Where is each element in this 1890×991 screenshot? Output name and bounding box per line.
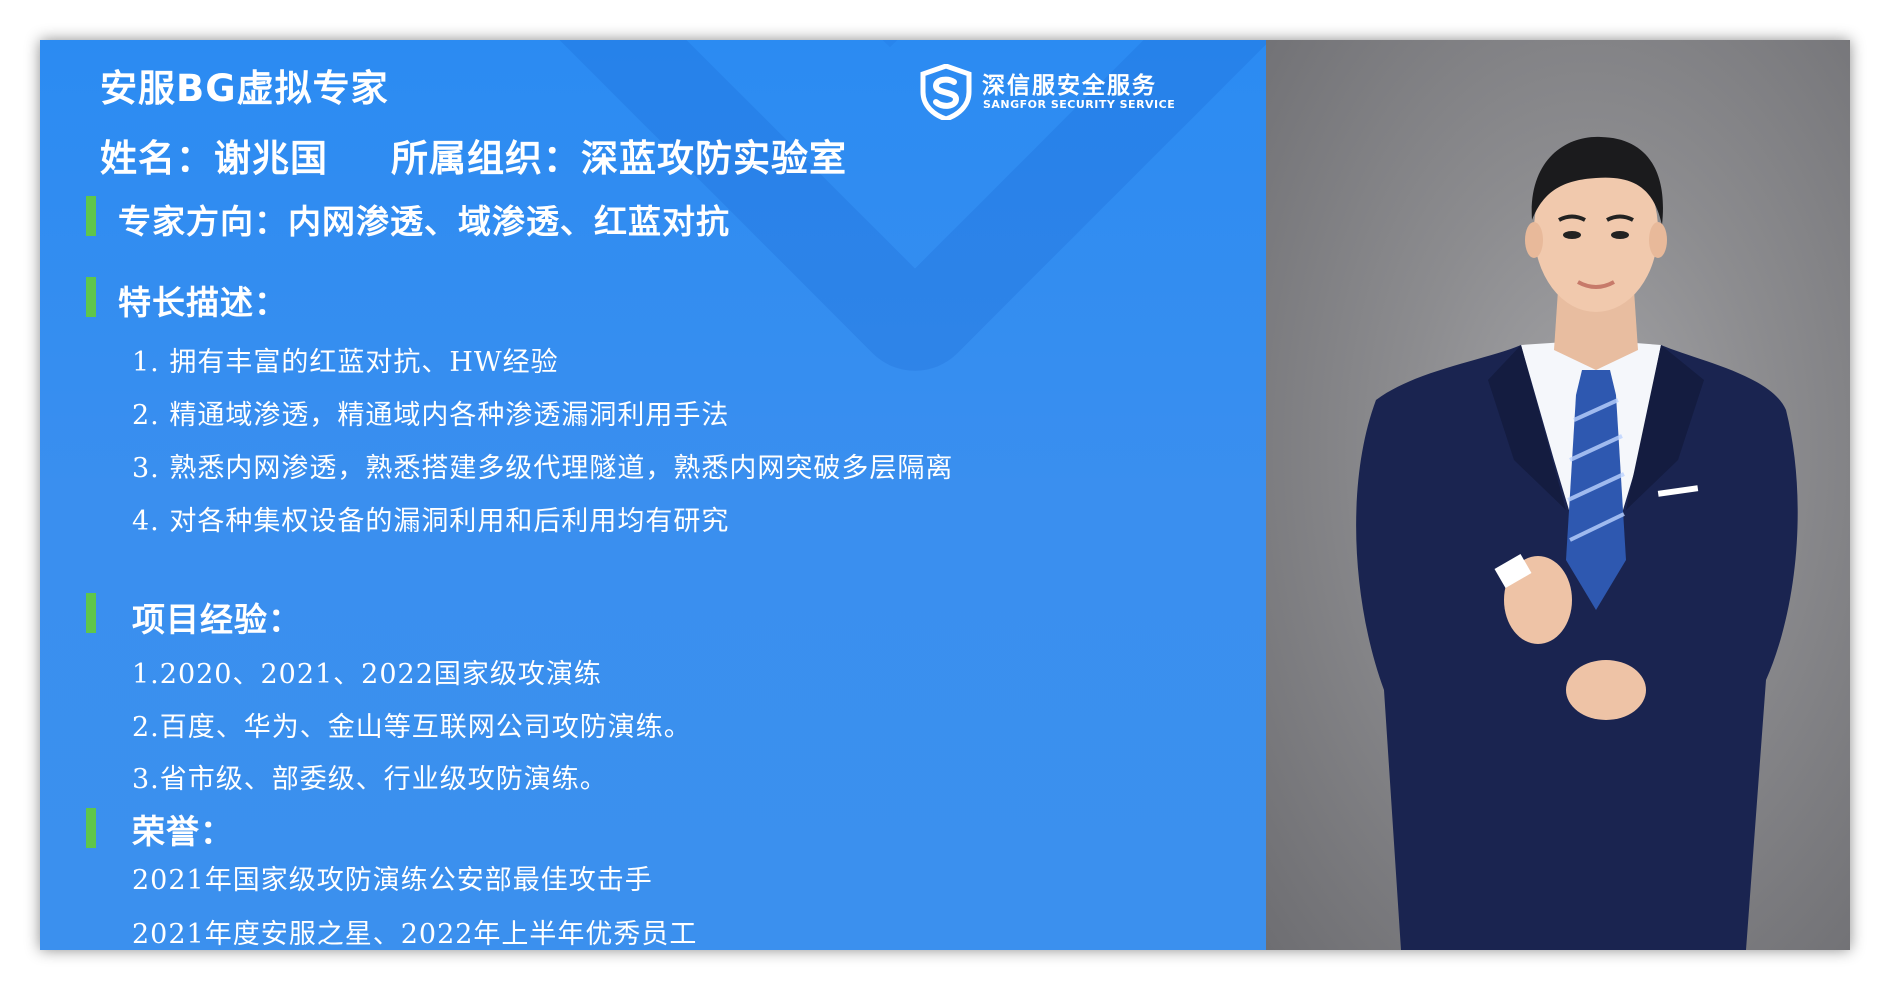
honor-item: 2021年度安服之星、2022年上半年优秀员工 bbox=[132, 919, 698, 950]
expert-name: 姓名：谢兆国 bbox=[100, 137, 328, 180]
projects-heading: 项目经验： bbox=[132, 600, 302, 639]
project-item: 3.省市级、部委级、行业级攻防演练。 bbox=[132, 764, 608, 795]
section-marker bbox=[86, 593, 96, 633]
expert-organization: 所属组织：深蓝攻防实验室 bbox=[391, 137, 847, 180]
section-marker bbox=[86, 808, 96, 848]
expert-photo bbox=[1266, 40, 1850, 950]
strength-item: 3. 熟悉内网渗透，熟悉搭建多级代理隧道，熟悉内网突破多层隔离 bbox=[132, 453, 954, 484]
strengths-heading: 特长描述： bbox=[118, 283, 288, 322]
section-marker bbox=[86, 196, 96, 236]
section-marker bbox=[86, 277, 96, 317]
person-illustration bbox=[1356, 136, 1798, 950]
slide-title: 安服BG虚拟专家 bbox=[100, 67, 389, 110]
logo-en-text: SANGFOR SECURITY SERVICE bbox=[983, 98, 1176, 111]
logo-cn-text: 深信服安全服务 bbox=[982, 73, 1157, 99]
honor-item: 2021年国家级攻防演练公安部最佳攻击手 bbox=[132, 865, 653, 896]
honors-heading: 荣誉： bbox=[132, 812, 234, 851]
project-item: 1.2020、2021、2022国家级攻演练 bbox=[132, 659, 602, 690]
info-panel: 安服BG虚拟专家 姓名：谢兆国 所属组织：深蓝攻防实验室 深信服安全服务 SAN… bbox=[40, 40, 1266, 950]
shield-s-icon bbox=[920, 64, 972, 120]
strength-item: 4. 对各种集权设备的漏洞利用和后利用均有研究 bbox=[132, 506, 730, 537]
expert-profile-slide: 安服BG虚拟专家 姓名：谢兆国 所属组织：深蓝攻防实验室 深信服安全服务 SAN… bbox=[40, 40, 1850, 950]
strength-item: 1. 拥有丰富的红蓝对抗、HW经验 bbox=[132, 347, 559, 378]
sangfor-logo: 深信服安全服务 SANGFOR SECURITY SERVICE bbox=[920, 64, 1180, 120]
project-item: 2.百度、华为、金山等互联网公司攻防演练。 bbox=[132, 712, 692, 743]
expert-direction: 专家方向：内网渗透、域渗透、红蓝对抗 bbox=[118, 202, 730, 241]
strength-item: 2. 精通域渗透，精通域内各种渗透漏洞利用手法 bbox=[132, 400, 730, 431]
